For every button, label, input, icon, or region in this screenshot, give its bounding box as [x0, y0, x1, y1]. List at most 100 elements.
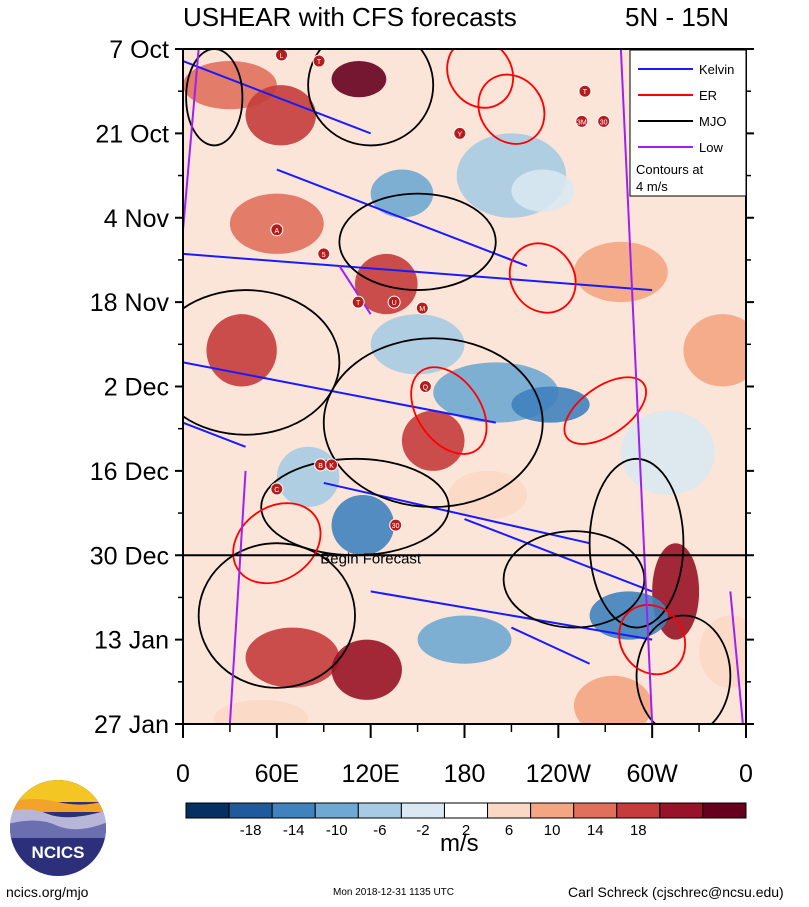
- shading-cell: [214, 699, 309, 724]
- low-contour: [729, 591, 744, 724]
- site-link[interactable]: ncics.org/mjo: [6, 884, 89, 900]
- storm-marker-icon: [270, 482, 284, 496]
- svg-text:NCICS: NCICS: [32, 843, 85, 862]
- low-contour: [619, 49, 654, 724]
- storm-marker-icon: [415, 301, 429, 315]
- x-tick-label: 60W: [626, 760, 678, 788]
- legend: Kelvin ER MJO Low Contours at 4 m/s: [629, 49, 747, 197]
- kelvin-contour: [183, 421, 246, 448]
- shading-cell: [511, 169, 574, 212]
- storm-marker-label: Y: [457, 131, 462, 138]
- kelvin-contour: [276, 168, 528, 267]
- storm-marker-icon: [270, 223, 284, 237]
- storm-marker-label: K: [329, 463, 334, 470]
- storm-marker-icon: [312, 54, 326, 68]
- colorbar-units: m/s: [440, 830, 479, 857]
- storm-marker-label: 5: [322, 252, 326, 259]
- kelvin-contour: [183, 60, 372, 135]
- x-tick-label: 60E: [255, 760, 299, 788]
- shading-cell: [573, 675, 653, 724]
- storm-marker-icon: [575, 114, 589, 128]
- colorbar-swatch: [487, 802, 532, 819]
- author-credit: Carl Schreck (cjschrec@ncsu.edu): [568, 884, 784, 900]
- mjo-contour: [502, 530, 646, 629]
- colorbar-tick-label: -14: [283, 822, 305, 839]
- legend-item: ER: [699, 88, 717, 103]
- y-tick-label: 16 Dec: [90, 458, 169, 486]
- low-contour: [338, 265, 372, 315]
- legend-note-value: 4 m/s: [636, 179, 668, 194]
- latitude-band: 5N - 15N: [625, 2, 730, 32]
- storm-marker-label: U: [392, 300, 397, 307]
- kelvin-contour: [370, 590, 653, 641]
- storm-marker-icon: [387, 295, 401, 309]
- storm-marker-icon: [325, 458, 339, 472]
- y-tick-label: 7 Oct: [109, 36, 169, 64]
- mjo-contour: [185, 49, 244, 147]
- storm-marker-label: C: [274, 487, 279, 494]
- storm-marker-label: T: [356, 300, 361, 307]
- y-axis: 7 Oct 21 Oct 4 Nov 18 Nov 2 Dec 16 Dec 30 Dec 1…: [90, 36, 754, 739]
- storm-marker-icon: [578, 84, 592, 98]
- chart-title: USHEAR with CFS forecasts: [183, 2, 517, 32]
- colorbar: -18 -14 -10 -6 -2 2 6 10 14 18: [185, 802, 747, 839]
- forecast-line: Begin Forecast: [183, 550, 746, 567]
- storm-marker-label: T: [583, 89, 588, 96]
- er-contour: [563, 376, 647, 445]
- x-tick-label: 120W: [526, 760, 592, 788]
- er-contour: [410, 366, 488, 455]
- y-tick-label: 18 Nov: [90, 289, 170, 317]
- colorbar-swatch: [228, 802, 273, 819]
- storm-marker-label: L: [280, 53, 284, 60]
- er-contour: [508, 242, 577, 314]
- storm-marker-icon: [351, 295, 365, 309]
- mjo-contour: [588, 457, 685, 629]
- er-contour: [477, 73, 546, 145]
- storm-marker-icon: [597, 114, 611, 128]
- storm-marker-label: 30: [392, 523, 400, 530]
- low-contour: [228, 470, 247, 724]
- colorbar-swatch: [573, 802, 618, 819]
- shading-cell: [417, 615, 512, 664]
- storm-marker-label: 3M: [577, 119, 587, 126]
- storm-marker-label: A: [274, 228, 279, 235]
- colorbar-tick-label: 10: [544, 822, 561, 839]
- shading-cell: [331, 61, 387, 98]
- colorbar-swatch: [357, 802, 402, 819]
- colorbar-swatch: [271, 802, 316, 819]
- x-tick-label: 120E: [341, 760, 399, 788]
- colorbar-tick-label: -6: [373, 822, 386, 839]
- colorbar-swatch: [185, 802, 230, 819]
- x-tick-label: 0: [176, 760, 190, 788]
- colorbar-swatch: [659, 802, 704, 819]
- legend-item: Low: [699, 140, 723, 155]
- colorbar-swatch: [443, 802, 489, 819]
- y-tick-label: 27 Jan: [94, 711, 169, 739]
- ncics-logo-icon: NCICS: [10, 780, 106, 876]
- low-contour: [183, 49, 200, 230]
- kelvin-contour: [183, 361, 496, 424]
- shading-cell: [573, 241, 668, 303]
- colorbar-tick-label: -10: [326, 822, 348, 839]
- mjo-contour: [307, 49, 435, 147]
- forecast-label: Begin Forecast: [320, 550, 422, 567]
- er-contour: [446, 49, 515, 109]
- storm-marker-label: B: [318, 463, 323, 470]
- mjo-contour: [197, 542, 356, 689]
- timestamp: Mon 2018-12-31 1135 UTC: [333, 887, 454, 898]
- kelvin-contour: [183, 252, 653, 292]
- legend-box: [629, 49, 747, 197]
- shading-cell: [245, 85, 316, 146]
- colorbar-tick-label: -18: [240, 822, 262, 839]
- storm-marker-icon: [418, 380, 432, 393]
- legend-item: MJO: [699, 114, 726, 129]
- colorbar-tick-label: 6: [505, 822, 513, 839]
- shading-cell: [370, 314, 465, 375]
- colorbar-swatch: [702, 802, 747, 819]
- shading-cell: [511, 386, 590, 423]
- shading-cell: [245, 627, 340, 688]
- shading-cell: [331, 494, 395, 556]
- y-tick-label: 2 Dec: [104, 374, 169, 402]
- mjo-contour: [183, 289, 341, 436]
